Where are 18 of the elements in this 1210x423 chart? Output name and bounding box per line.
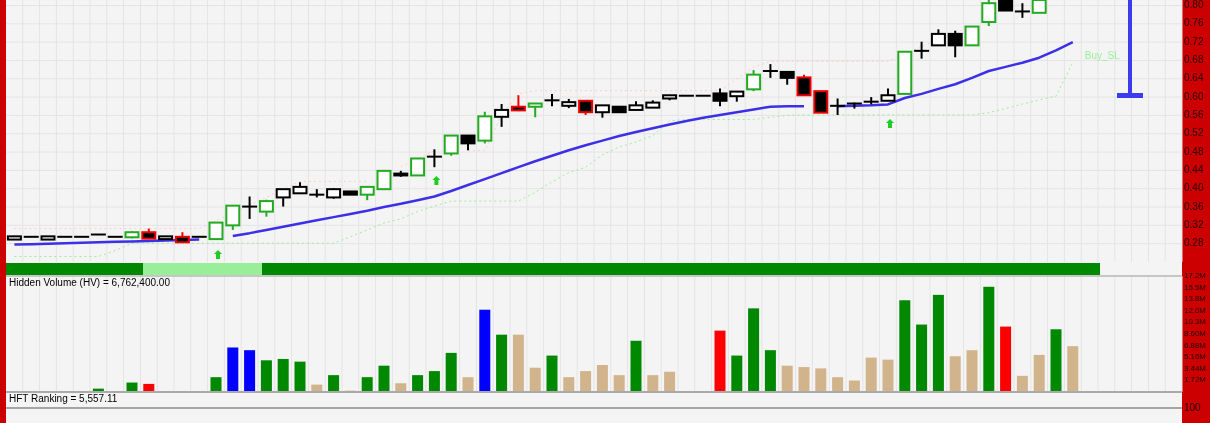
chart-title: Hidden Volume (HV) = 6,762,400.00 xyxy=(9,277,171,288)
y-tick-label: 0.76 xyxy=(1184,17,1204,29)
text: 100 xyxy=(1184,401,1202,413)
y-tick-label: 0.72 xyxy=(1184,35,1204,47)
y-tick-label: 0.28 xyxy=(1184,237,1204,249)
y-tick-label: 0.52 xyxy=(1184,127,1204,139)
y-tick-label: 0.56 xyxy=(1184,109,1204,121)
y-tick-label: 0.64 xyxy=(1184,72,1204,84)
annotation: Buy_SL xyxy=(1084,50,1121,62)
y-tick-label: 0.40 xyxy=(1184,182,1204,194)
y-tick-label: 0.60 xyxy=(1184,90,1204,102)
y-tick-label: 0.32 xyxy=(1184,219,1204,230)
text: HFT Ranking = 5,557.11 xyxy=(9,393,118,404)
y-tick-label: 0.68 xyxy=(1184,54,1204,66)
y-tick-label: 0.44 xyxy=(1184,164,1204,176)
y-tick-label: 0.48 xyxy=(1184,145,1204,157)
y-tick-label: 0.80 xyxy=(1184,0,1204,11)
y-tick-label: 0.36 xyxy=(1184,200,1204,212)
